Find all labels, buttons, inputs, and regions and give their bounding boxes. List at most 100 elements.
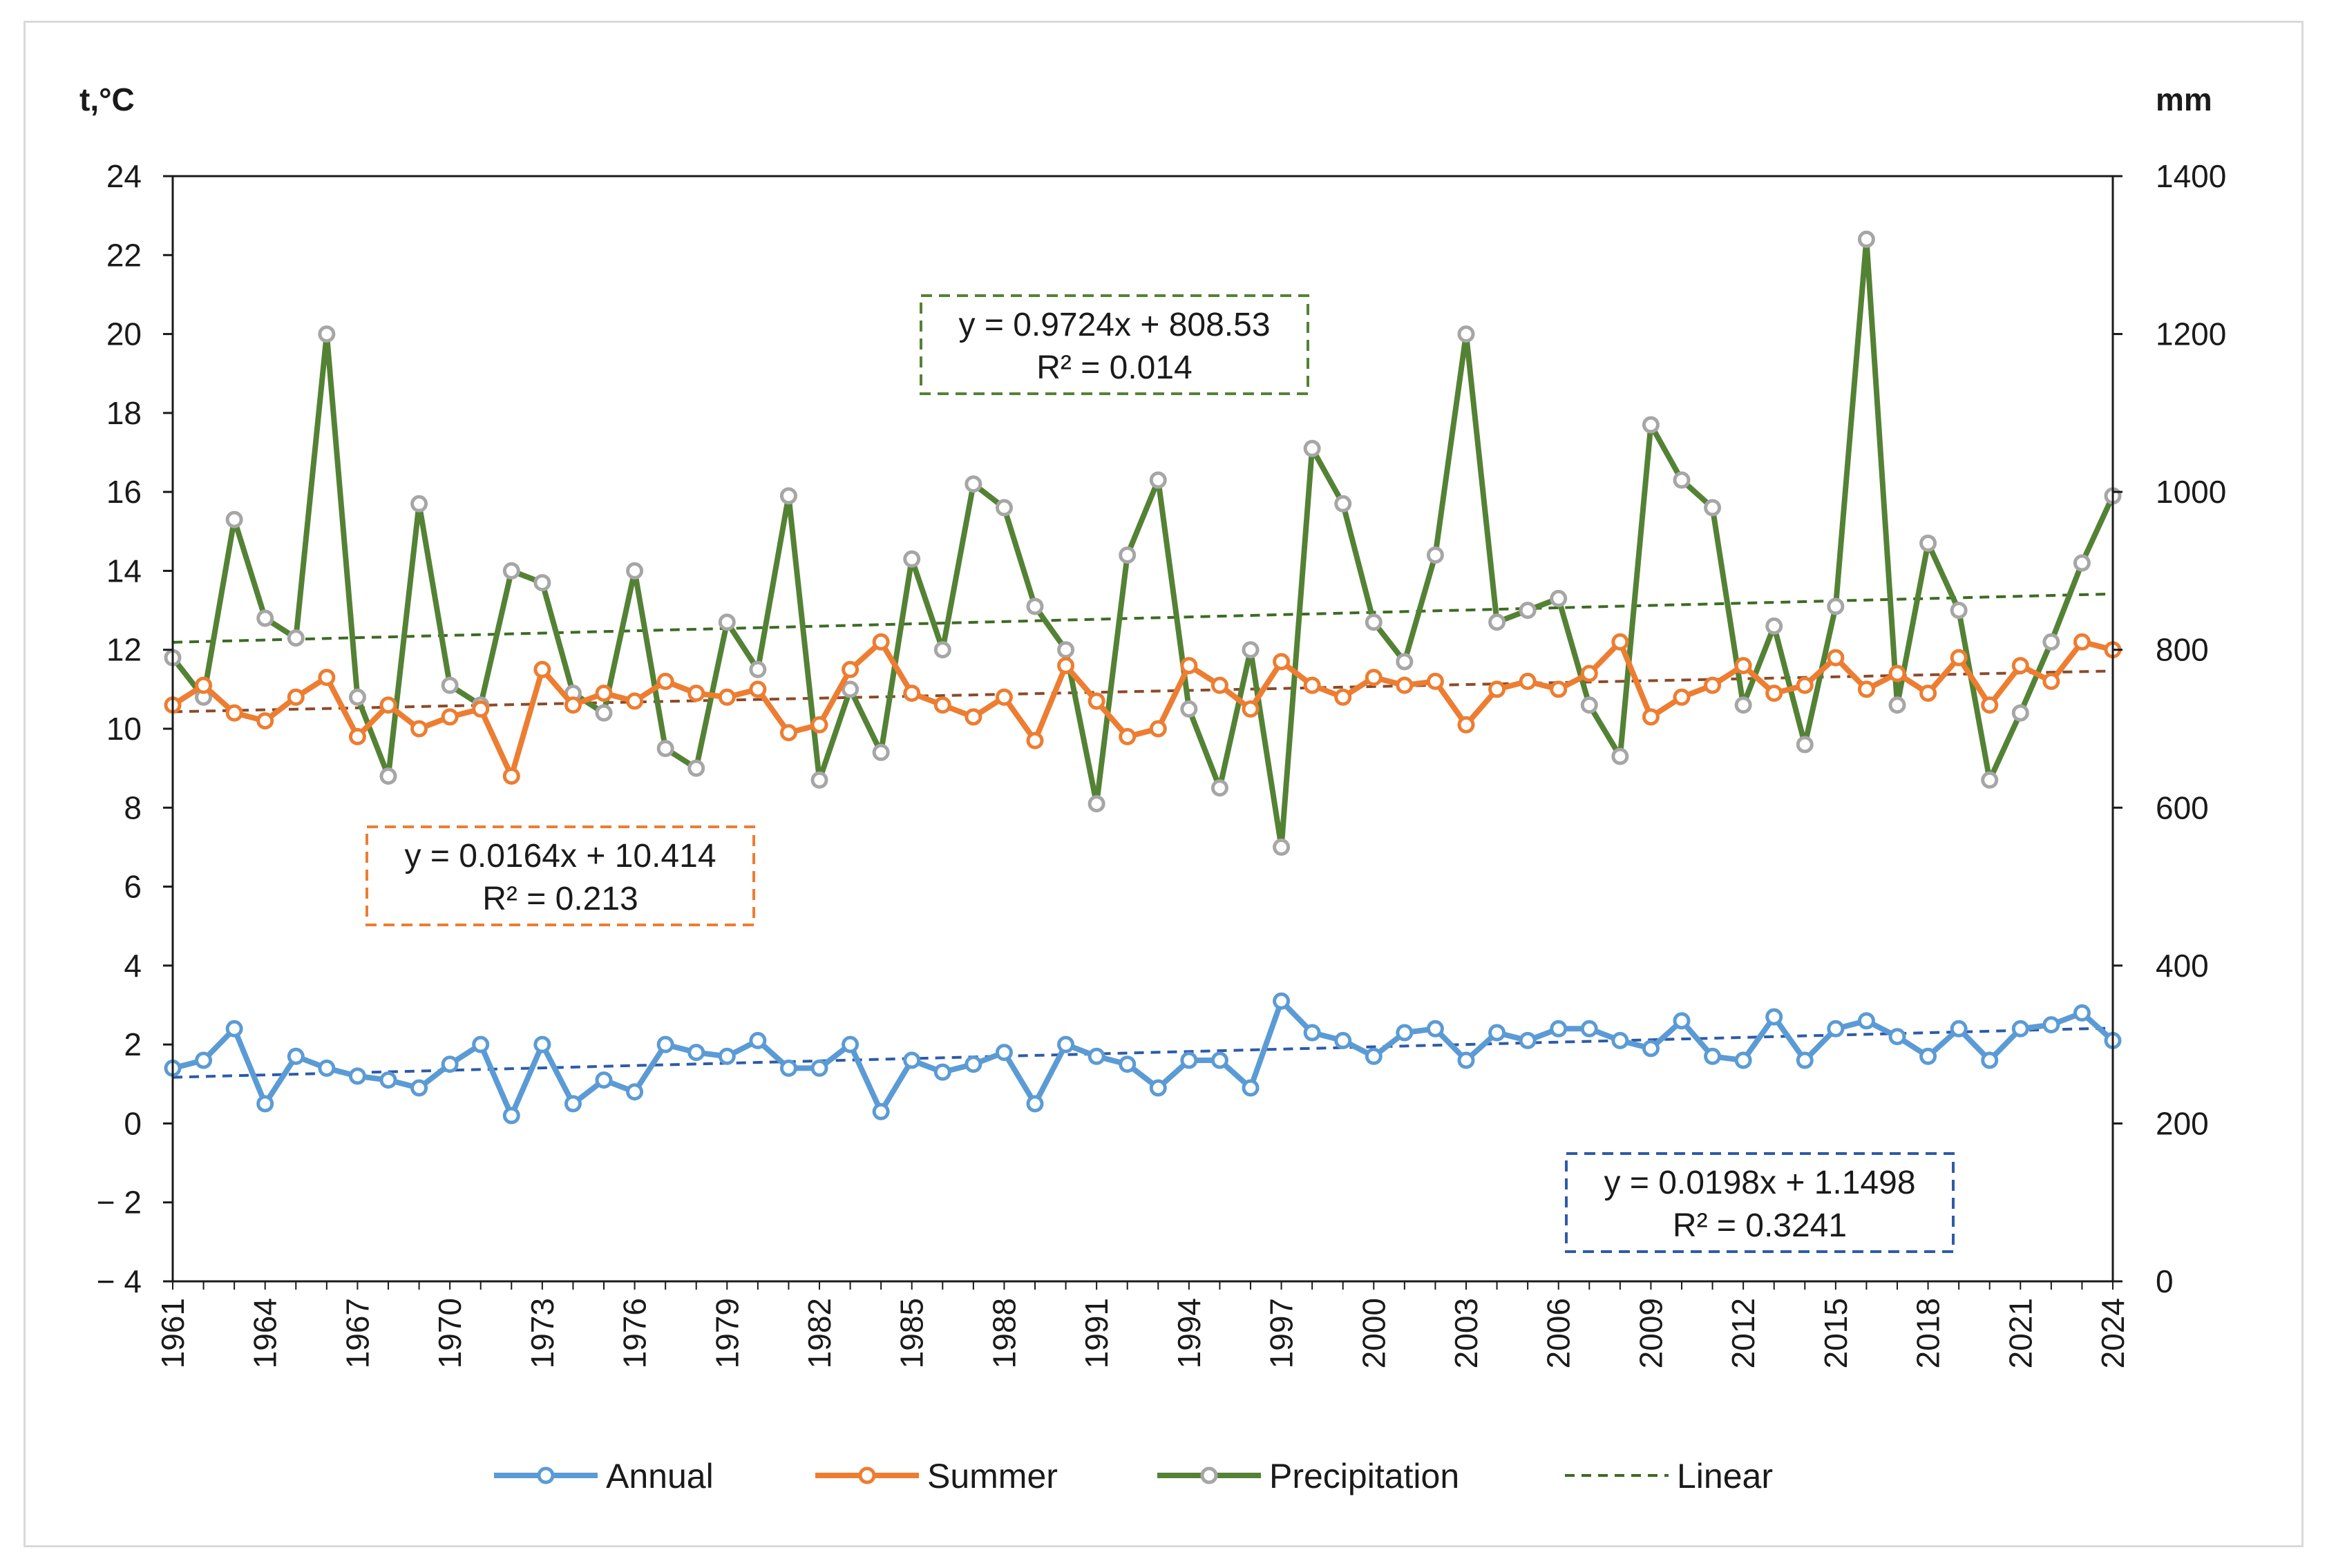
- y-left-tick-label: 0: [124, 1105, 142, 1141]
- data-point-summer: [1396, 676, 1414, 694]
- data-point-precipitation: [348, 688, 366, 706]
- data-point-annual: [1365, 1047, 1383, 1065]
- data-point-precipitation: [1857, 230, 1875, 248]
- data-point-precipitation: [1827, 597, 1845, 615]
- data-point-precipitation: [1180, 700, 1198, 718]
- data-point-annual: [348, 1067, 366, 1085]
- data-point-summer: [410, 720, 428, 738]
- data-point-summer: [318, 669, 336, 687]
- data-point-precipitation: [502, 562, 520, 580]
- data-point-summer: [1611, 633, 1629, 651]
- data-point-summer: [348, 727, 366, 745]
- trend-r2-precipitation: R² = 0.014: [1036, 350, 1192, 386]
- y-left-axis-title: t,°C: [79, 82, 135, 117]
- data-point-annual: [1981, 1051, 1999, 1069]
- data-point-precipitation: [779, 487, 797, 505]
- data-point-precipitation: [379, 767, 397, 785]
- data-point-annual: [1242, 1079, 1260, 1097]
- y-right-axis-title: mm: [2156, 82, 2212, 117]
- data-point-annual: [1426, 1020, 1444, 1038]
- data-point-annual: [749, 1031, 767, 1049]
- y-right-tick-label: 1000: [2156, 474, 2226, 510]
- data-point-annual: [842, 1035, 859, 1053]
- y-right-tick-label: 200: [2156, 1105, 2209, 1141]
- y-left-tick-label: 14: [106, 553, 142, 589]
- series-line-annual: [172, 998, 2115, 1118]
- data-point-annual: [533, 1035, 551, 1053]
- data-point-precipitation: [1242, 641, 1260, 659]
- data-point-summer: [1950, 649, 1968, 667]
- data-point-annual: [1888, 1028, 1906, 1046]
- data-point-summer: [1210, 676, 1228, 694]
- data-point-summer: [718, 688, 736, 706]
- data-point-annual: [1765, 1008, 1783, 1026]
- data-point-annual: [441, 1055, 459, 1073]
- y-left-tick-label: 22: [106, 237, 142, 273]
- data-point-precipitation: [1519, 602, 1537, 620]
- x-tick-label: 1979: [709, 1298, 745, 1368]
- data-point-annual: [1303, 1024, 1321, 1042]
- data-point-summer: [1426, 672, 1444, 690]
- data-point-precipitation: [1057, 641, 1075, 659]
- data-point-summer: [1981, 696, 1999, 714]
- data-point-precipitation: [687, 759, 705, 777]
- x-tick-label: 2009: [1633, 1298, 1669, 1368]
- y-left-tick-label: 24: [106, 158, 142, 194]
- data-point-summer: [225, 704, 243, 722]
- data-point-annual: [872, 1102, 890, 1120]
- data-point-precipitation: [1334, 495, 1352, 513]
- data-point-summer: [810, 716, 828, 734]
- data-point-annual: [810, 1059, 828, 1077]
- data-point-precipitation: [1149, 471, 1167, 489]
- legend-marker-annual: [537, 1466, 555, 1484]
- legend-label-summer: Summer: [927, 1457, 1058, 1495]
- data-point-precipitation: [626, 562, 644, 580]
- x-tick-label: 1997: [1264, 1298, 1300, 1368]
- x-tick-label: 1967: [339, 1298, 375, 1368]
- y-left-tick-label: 8: [124, 790, 142, 825]
- data-point-annual: [318, 1059, 336, 1077]
- data-point-precipitation: [1488, 613, 1506, 631]
- data-point-annual: [933, 1063, 951, 1081]
- data-point-precipitation: [1950, 602, 1968, 620]
- data-point-summer: [626, 692, 644, 710]
- x-tick-label: 1994: [1171, 1298, 1207, 1368]
- data-point-summer: [1704, 676, 1722, 694]
- data-point-precipitation: [1888, 696, 1906, 714]
- data-point-annual: [1057, 1035, 1075, 1053]
- data-point-precipitation: [2073, 554, 2091, 572]
- data-point-precipitation: [441, 676, 459, 694]
- data-point-summer: [1334, 688, 1352, 706]
- data-point-annual: [2042, 1016, 2060, 1034]
- data-point-precipitation: [1919, 534, 1937, 552]
- data-point-summer: [1026, 732, 1044, 749]
- data-point-annual: [965, 1055, 982, 1073]
- data-point-annual: [1611, 1031, 1629, 1049]
- data-point-summer: [564, 696, 582, 714]
- data-point-annual: [472, 1035, 490, 1053]
- data-point-precipitation: [1426, 546, 1444, 564]
- data-point-annual: [1026, 1095, 1044, 1113]
- data-point-summer: [1796, 676, 1814, 694]
- y-left-tick-label: 20: [106, 316, 142, 352]
- y-left-tick-label: 16: [106, 474, 142, 510]
- x-tick-label: 1964: [247, 1298, 283, 1368]
- data-point-summer: [1765, 685, 1783, 702]
- data-point-precipitation: [842, 680, 859, 698]
- data-point-precipitation: [1273, 838, 1291, 856]
- data-point-precipitation: [318, 325, 336, 343]
- data-point-annual: [256, 1095, 274, 1113]
- data-point-precipitation: [1580, 696, 1598, 714]
- data-point-annual: [1580, 1020, 1598, 1038]
- data-point-annual: [564, 1095, 582, 1113]
- data-point-summer: [1119, 727, 1137, 745]
- data-point-precipitation: [1550, 589, 1568, 607]
- legend-marker-summer: [858, 1466, 876, 1484]
- data-point-annual: [1396, 1024, 1414, 1042]
- data-point-summer: [995, 688, 1013, 706]
- data-point-summer: [472, 700, 490, 718]
- data-point-precipitation: [1704, 499, 1722, 517]
- data-point-annual: [1519, 1031, 1537, 1049]
- data-point-summer: [1149, 720, 1167, 738]
